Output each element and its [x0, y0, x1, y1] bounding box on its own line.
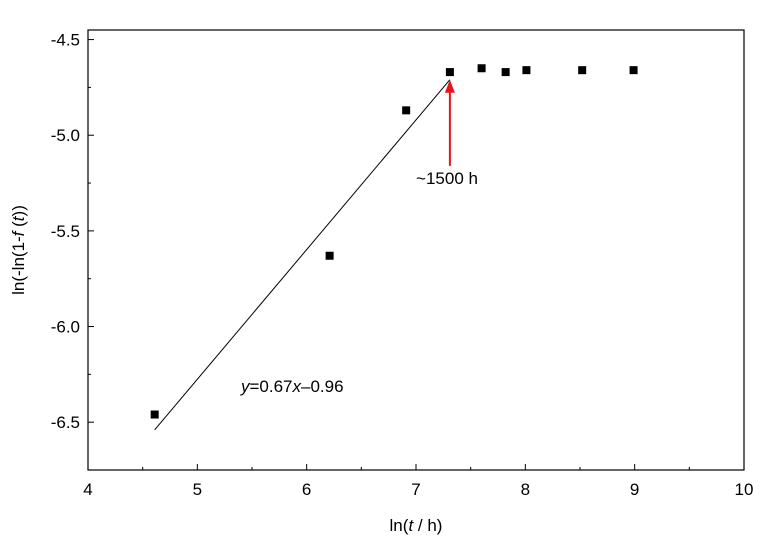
annotation-arrow	[444, 79, 455, 166]
data-point	[578, 66, 587, 75]
y-tick-label: -5.0	[51, 126, 80, 145]
y-tick-label: -4.5	[51, 31, 80, 50]
data-points	[150, 64, 638, 419]
x-axis-title-post: / h)	[413, 516, 442, 535]
fit-equation-intercept: –0.96	[301, 377, 344, 396]
data-point	[150, 410, 159, 419]
x-tick-label: 7	[411, 480, 420, 499]
arrow-label: ~1500 h	[416, 169, 478, 188]
data-point	[402, 106, 411, 115]
data-point	[501, 68, 510, 77]
data-point	[477, 64, 486, 73]
y-axis-title-post: ))	[9, 205, 28, 216]
x-tick-label: 5	[193, 480, 202, 499]
y-axis-title-pre: ln(-ln(1-	[9, 236, 28, 295]
x-tick-label: 8	[521, 480, 530, 499]
x-tick-label: 10	[735, 480, 754, 499]
y-axis-ticks: -6.5 -6.0 -5.5 -5.0 -4.5	[51, 31, 94, 471]
fit-equation-x: x	[292, 377, 302, 396]
x-tick-label: 6	[302, 480, 311, 499]
data-point	[445, 68, 454, 77]
data-point	[629, 66, 638, 75]
fit-equation-y: y	[240, 377, 251, 396]
x-tick-label: 9	[630, 480, 639, 499]
y-tick-label: -6.0	[51, 318, 80, 337]
y-tick-label: -5.5	[51, 222, 80, 241]
data-point	[522, 66, 531, 75]
data-point	[325, 251, 334, 260]
fit-equation: y=0.67x–0.96	[240, 377, 344, 396]
y-axis-title-mid: (	[9, 221, 28, 232]
y-axis-title: ln(-ln(1-f (t))	[9, 205, 28, 295]
fit-equation-slope: =0.67	[250, 377, 293, 396]
x-axis-title-var: t	[408, 516, 414, 535]
fit-line	[154, 79, 451, 431]
y-axis-title-t: t	[9, 215, 28, 221]
x-axis-ticks: 4 5 6 7 8 9 10	[83, 464, 753, 499]
x-axis-title-pre: ln(	[390, 516, 409, 535]
x-tick-label: 4	[83, 480, 92, 499]
y-axis-title-f: f	[9, 229, 28, 236]
arrow-head	[444, 79, 455, 93]
plot-frame	[87, 29, 745, 471]
y-tick-label: -6.5	[51, 413, 80, 432]
x-axis-title: ln(t / h)	[390, 516, 443, 535]
